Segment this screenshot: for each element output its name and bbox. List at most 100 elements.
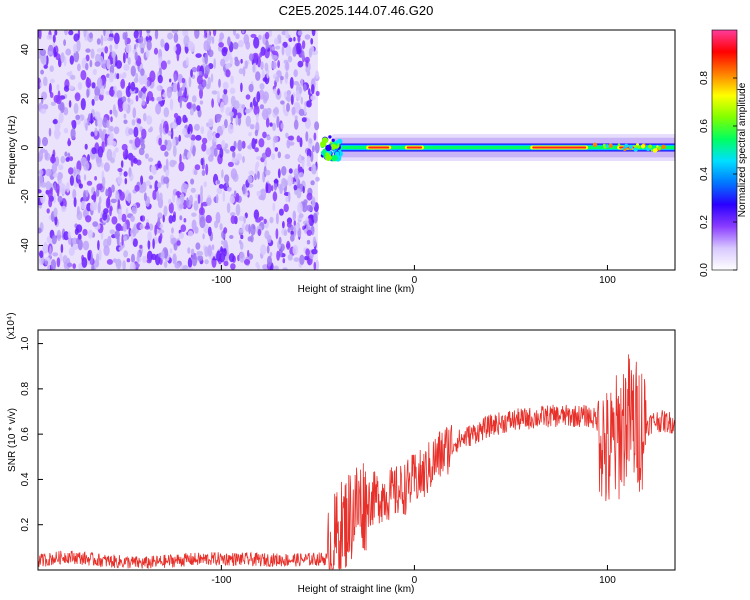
noise-speckle [97,146,103,159]
noise-speckle [285,61,289,71]
noise-speckle [201,137,208,145]
noise-speckle [204,259,209,265]
noise-speckle [285,71,289,79]
noise-speckle [147,231,152,242]
noise-speckle [69,55,75,65]
noise-speckle [114,147,119,153]
noise-speckle [45,55,49,66]
noise-speckle [41,53,47,66]
noise-speckle [131,232,134,243]
noise-speckle [151,96,155,102]
noise-speckle [94,127,98,137]
noise-speckle [258,216,264,221]
noise-speckle [100,34,104,46]
noise-speckle [83,30,87,38]
noise-speckle [172,253,177,265]
noise-speckle [72,189,77,200]
noise-speckle [164,151,169,157]
noise-speckle [143,73,148,85]
noise-speckle [285,132,289,139]
noise-speckle [250,235,254,243]
noise-speckle [210,73,214,83]
noise-speckle [190,134,196,141]
noise-speckle [310,95,316,101]
noise-speckle [153,47,159,55]
noise-speckle [117,168,123,172]
noise-speckle [225,62,231,70]
noise-speckle [80,70,87,81]
noise-speckle [152,189,157,201]
noise-speckle [65,157,70,162]
noise-speckle [190,69,193,78]
noise-speckle [89,201,96,211]
noise-speckle [203,181,207,188]
noise-speckle [40,108,47,114]
noise-speckle [70,74,76,80]
noise-speckle [220,101,225,113]
noise-speckle [202,79,207,88]
noise-speckle [140,68,145,76]
noise-speckle [125,43,132,54]
noise-speckle [160,144,167,151]
noise-speckle [40,193,46,204]
noise-speckle [112,54,116,66]
noise-speckle [304,255,309,261]
noise-speckle [223,88,228,95]
noise-speckle [163,205,168,217]
noise-speckle [288,168,293,174]
noise-speckle [63,85,70,92]
noise-speckle [227,36,231,47]
noise-speckle [257,263,260,270]
signal-blob [633,147,638,152]
noise-speckle [179,215,183,221]
noise-speckle [303,83,307,92]
noise-speckle [282,101,286,114]
noise-speckle [273,135,279,143]
noise-speckle [291,106,296,115]
noise-speckle [43,64,48,69]
noise-speckle [306,155,311,164]
noise-speckle [104,135,108,148]
noise-speckle [283,203,289,213]
noise-speckle [252,64,256,73]
noise-speckle [258,195,265,201]
noise-speckle [91,147,97,155]
noise-speckle [315,176,320,182]
noise-speckle [101,47,105,53]
noise-speckle [273,265,280,270]
noise-speckle [97,240,100,251]
noise-speckle [77,174,81,180]
noise-speckle [296,135,301,143]
noise-speckle [182,30,187,37]
noise-speckle [182,264,189,270]
noise-speckle [280,76,284,81]
noise-speckle [175,43,182,56]
spectrogram-x-tick-label: 0 [412,275,418,286]
noise-speckle [53,194,56,204]
noise-speckle [282,258,286,264]
noise-speckle [196,75,203,85]
noise-speckle [254,147,259,153]
noise-speckle [173,112,179,119]
noise-speckle [205,148,212,156]
noise-speckle [121,73,126,80]
noise-speckle [46,34,53,40]
noise-speckle [285,44,292,57]
noise-speckle [108,125,114,132]
noise-speckle [228,253,235,263]
noise-speckle [306,204,313,212]
noise-speckle [159,192,163,202]
noise-speckle [163,261,168,268]
noise-speckle [255,161,260,168]
noise-speckle [173,242,178,251]
noise-speckle [281,177,287,188]
noise-speckle [59,183,66,195]
noise-speckle [186,197,189,207]
noise-speckle [244,108,251,114]
noise-speckle [129,139,133,144]
noise-speckle [297,30,303,36]
noise-speckle [127,193,132,204]
noise-speckle [240,58,243,64]
noise-speckle [295,173,299,185]
noise-speckle [73,103,79,114]
